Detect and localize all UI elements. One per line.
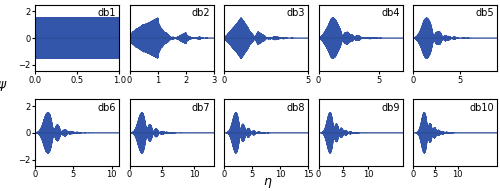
Text: db7: db7 bbox=[192, 103, 210, 113]
Text: $\psi$: $\psi$ bbox=[0, 79, 8, 93]
Text: db3: db3 bbox=[286, 8, 305, 18]
Text: db10: db10 bbox=[470, 103, 494, 113]
Text: db2: db2 bbox=[192, 8, 210, 18]
Text: db1: db1 bbox=[98, 8, 116, 18]
Text: db6: db6 bbox=[98, 103, 116, 113]
Text: db4: db4 bbox=[381, 8, 400, 18]
Text: $\eta$: $\eta$ bbox=[262, 176, 272, 190]
Text: db5: db5 bbox=[476, 8, 494, 18]
Text: db8: db8 bbox=[286, 103, 305, 113]
Text: db9: db9 bbox=[381, 103, 400, 113]
